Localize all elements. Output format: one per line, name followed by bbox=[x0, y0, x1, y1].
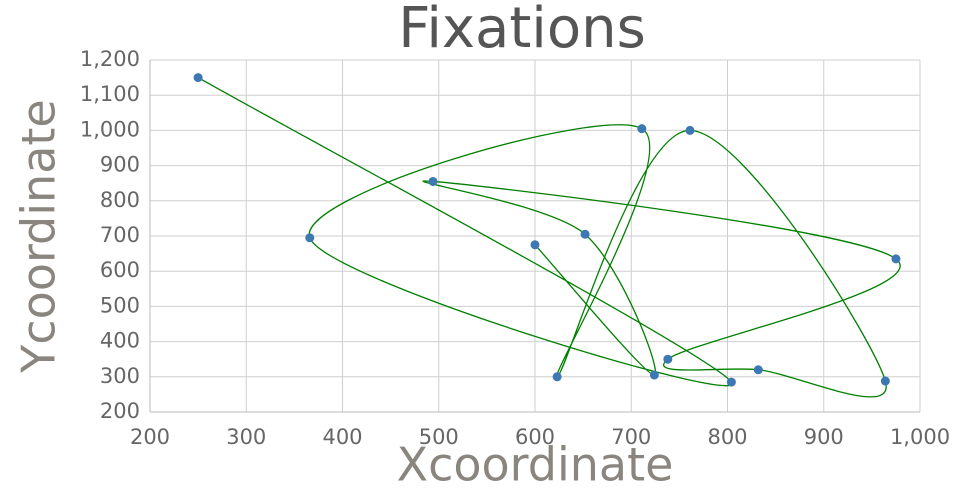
x-tick-label: 900 bbox=[804, 425, 844, 449]
y-tick-label: 400 bbox=[100, 329, 140, 353]
y-tick-label: 800 bbox=[100, 188, 140, 212]
y-tick-label: 900 bbox=[100, 153, 140, 177]
fixation-point bbox=[880, 376, 890, 386]
fixation-point bbox=[193, 73, 203, 83]
y-tick-label: 200 bbox=[100, 399, 140, 423]
fixation-point bbox=[530, 240, 540, 250]
fixation-point bbox=[726, 377, 736, 387]
y-tick-label: 700 bbox=[100, 223, 140, 247]
y-axis-label: Ycoordinate bbox=[12, 99, 66, 373]
fixation-point bbox=[649, 370, 659, 380]
x-tick-label: 800 bbox=[707, 425, 747, 449]
x-axis-label: Xcoordinate bbox=[397, 438, 674, 492]
fixation-point bbox=[663, 354, 673, 364]
x-tick-label: 700 bbox=[611, 425, 651, 449]
fixation-point bbox=[637, 124, 647, 134]
x-tick-label: 600 bbox=[515, 425, 555, 449]
fixation-point bbox=[580, 229, 590, 239]
y-tick-label: 500 bbox=[100, 293, 140, 317]
x-tick-label: 500 bbox=[419, 425, 459, 449]
scan-path bbox=[197, 77, 901, 398]
y-tick-label: 1,000 bbox=[80, 117, 140, 141]
fixation-point bbox=[685, 125, 695, 135]
x-tick-label: 200 bbox=[130, 425, 170, 449]
fixation-point bbox=[305, 233, 315, 243]
fixation-point bbox=[753, 365, 763, 375]
chart-title: Fixations bbox=[398, 0, 646, 61]
y-tick-label: 600 bbox=[100, 258, 140, 282]
fixation-point bbox=[428, 176, 438, 186]
x-tick-label: 400 bbox=[322, 425, 362, 449]
y-tick-label: 300 bbox=[100, 364, 140, 388]
x-tick-label: 1,000 bbox=[890, 425, 950, 449]
x-tick-label: 300 bbox=[226, 425, 266, 449]
fixation-point bbox=[552, 372, 562, 382]
y-tick-label: 1,100 bbox=[80, 82, 140, 106]
fixation-point bbox=[891, 254, 901, 264]
y-tick-label: 1,200 bbox=[80, 47, 140, 71]
